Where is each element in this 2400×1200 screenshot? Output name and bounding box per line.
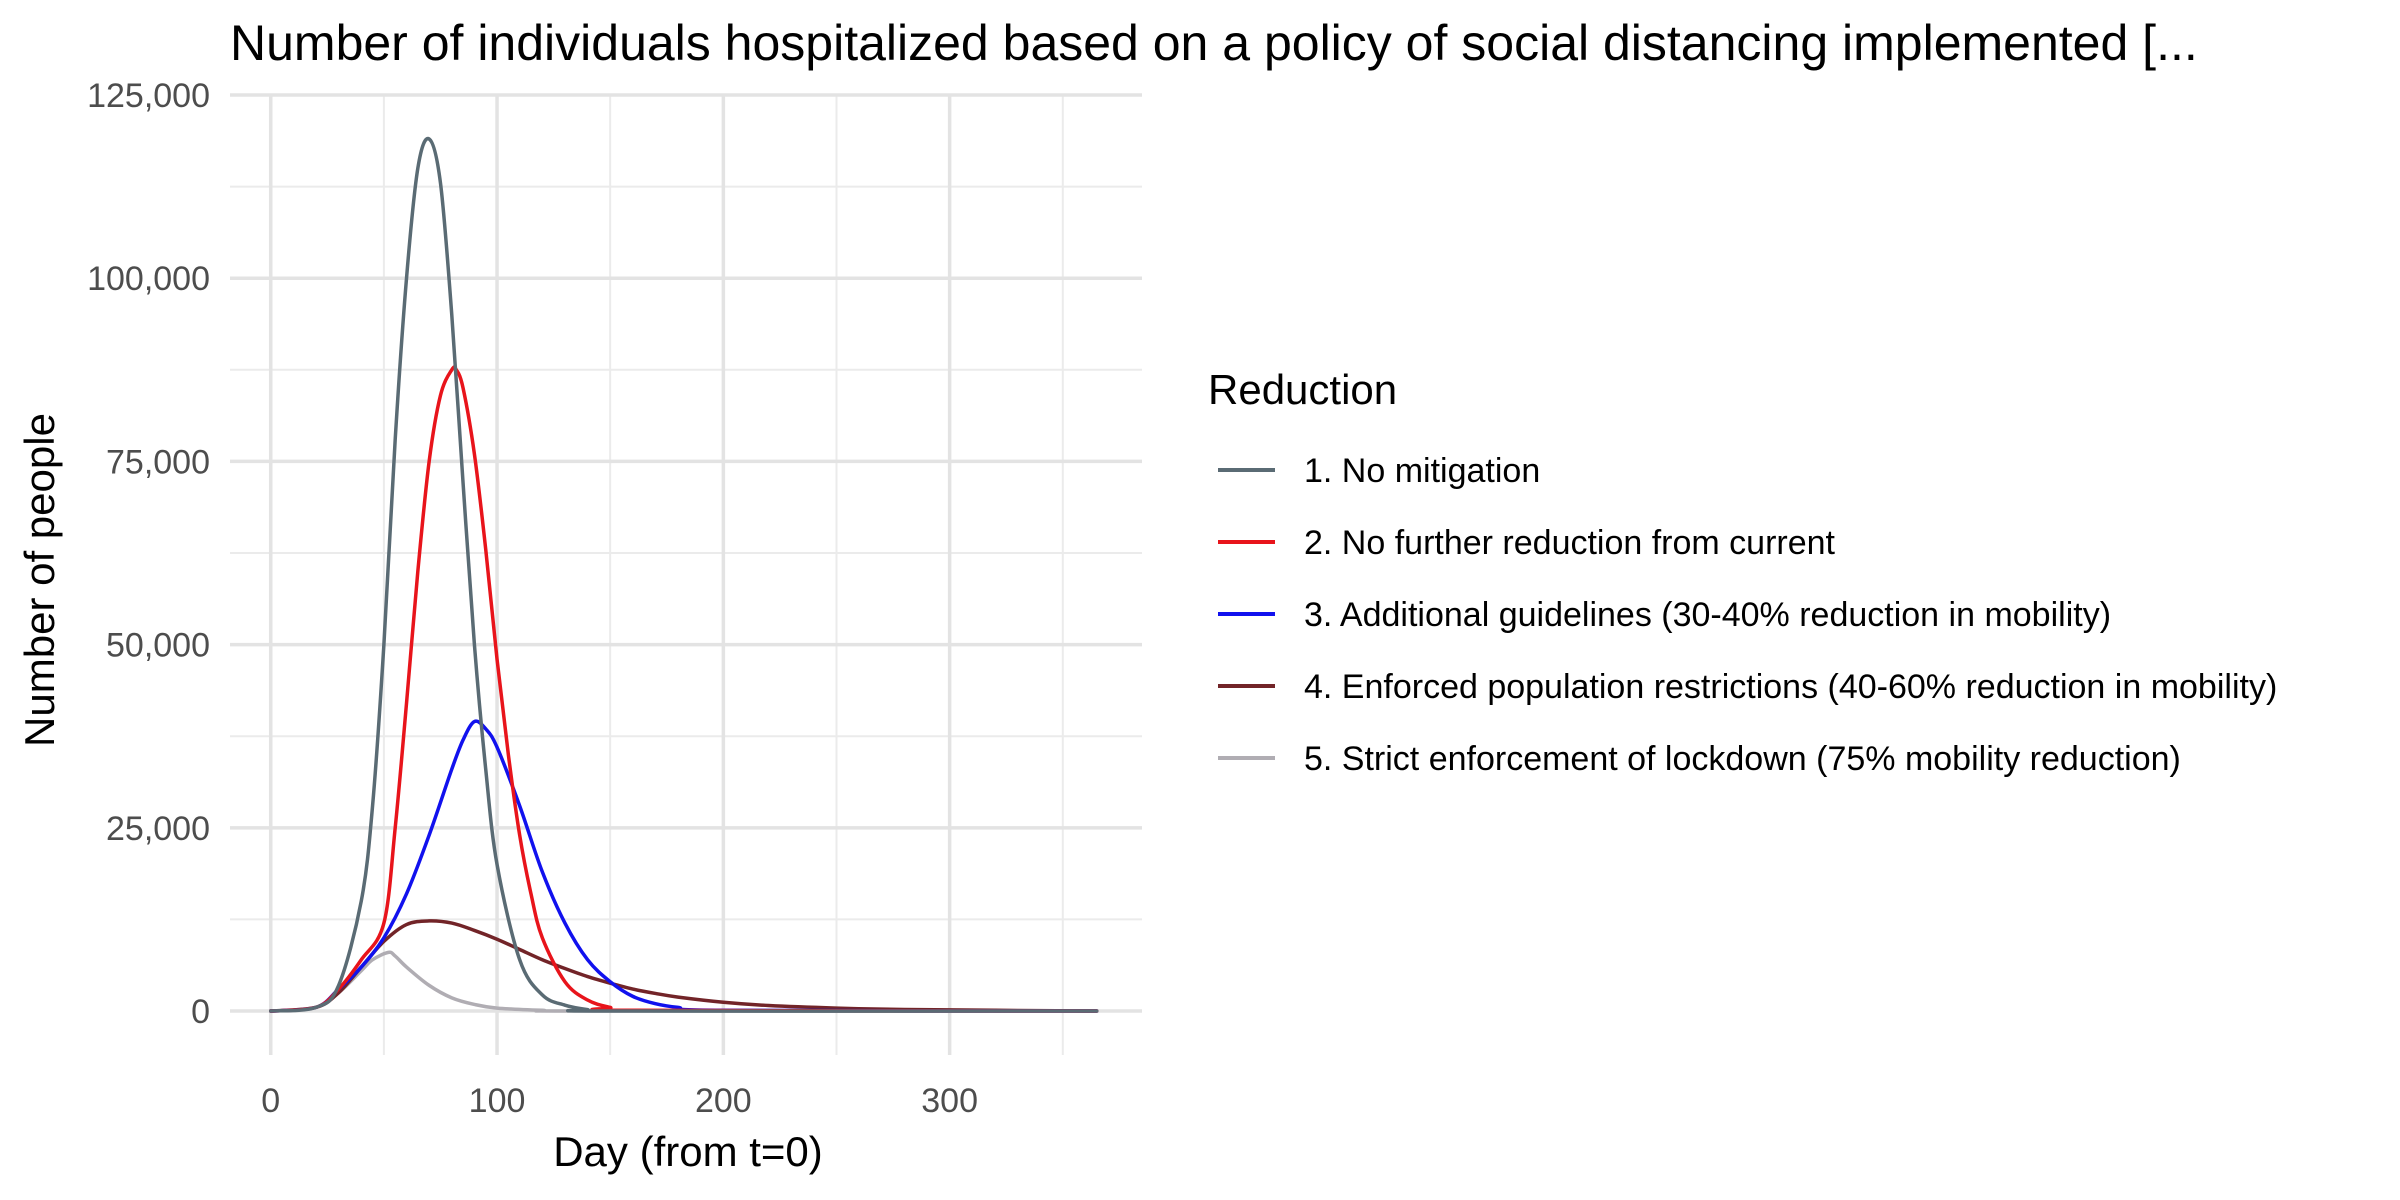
series-line-5 [268,950,1099,1013]
legend-label-1: 1. No mitigation [1304,452,1540,490]
x-tick-label: 200 [695,1082,752,1120]
y-axis-label: Number of people [16,413,63,747]
y-tick-label: 0 [191,993,210,1031]
x-axis-label: Day (from t=0) [553,1128,823,1175]
legend-label-5: 5. Strict enforcement of lockdown (75% m… [1304,740,2181,778]
plot-lines [268,136,1099,1013]
series-line-1 [268,136,1099,1013]
x-tick-label: 0 [261,1082,280,1120]
x-axis-ticks: 0 100 200 300 [261,1082,978,1120]
legend-items: 1. No mitigation 2. No further reduction … [1218,452,2277,778]
legend-label-2: 2. No further reduction from current [1304,524,1836,562]
grid [230,93,1142,1055]
chart-title: Number of individuals hospitalized based… [230,15,2198,71]
y-tick-label: 125,000 [87,77,210,115]
series-line-4 [268,919,1099,1013]
y-tick-label: 50,000 [106,627,210,665]
y-tick-label: 25,000 [106,810,210,848]
y-tick-label: 75,000 [106,443,210,481]
series-line-3 [268,719,1099,1013]
legend: Reduction 1. No mitigation 2. No further … [1208,366,2277,778]
series-line-2 [268,365,1099,1013]
x-tick-label: 300 [921,1082,978,1120]
legend-label-4: 4. Enforced population restrictions (40-… [1304,668,2277,706]
legend-label-3: 3. Additional guidelines (30-40% reducti… [1304,596,2111,634]
y-axis-ticks: 0 25,000 50,000 75,000 100,000 125,000 [87,77,210,1031]
x-tick-label: 100 [469,1082,526,1120]
legend-title: Reduction [1208,366,1397,413]
y-tick-label: 100,000 [87,260,210,298]
